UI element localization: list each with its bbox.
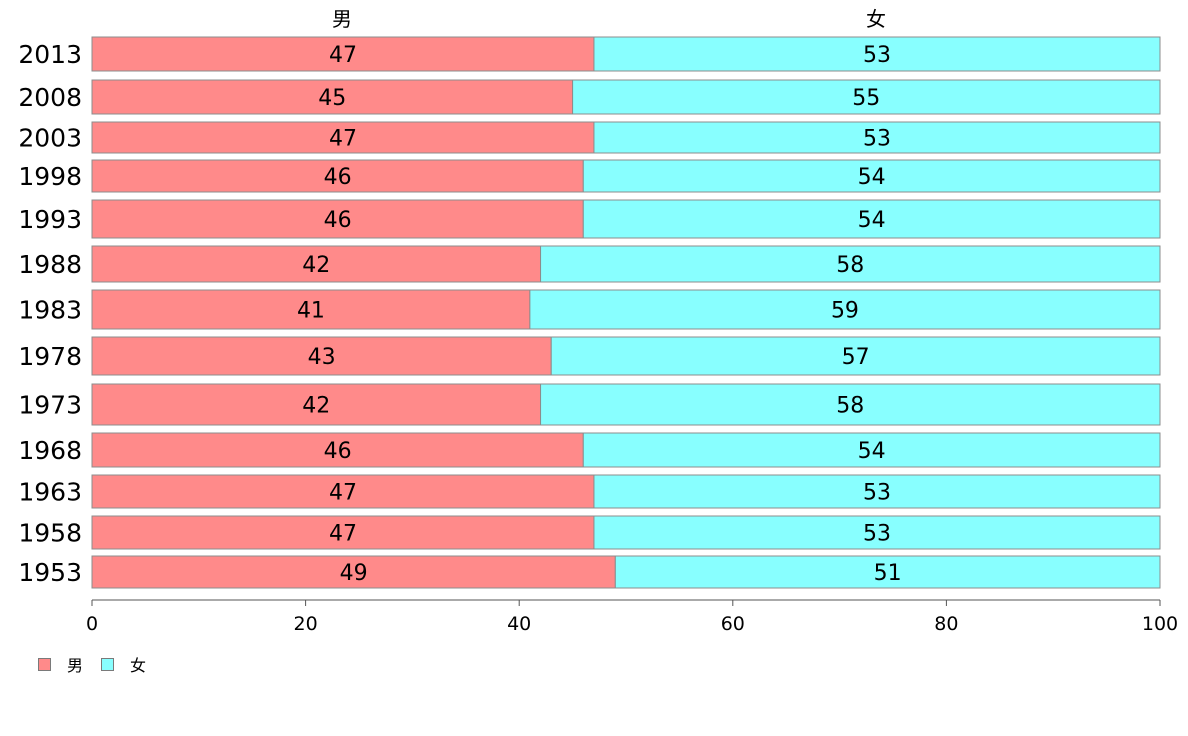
- top-label-female: 女: [866, 7, 886, 31]
- data-label-female-1993: 54: [858, 208, 886, 233]
- bar-male-1953: [91, 555, 616, 589]
- data-label-female-2013: 53: [863, 43, 891, 68]
- bar-male-1983: [91, 289, 531, 330]
- bar-female-1968: [582, 432, 1161, 468]
- bar-male-1973: [91, 383, 542, 426]
- data-label-female-1973: 58: [836, 394, 864, 419]
- category-label-1958: 1958: [18, 519, 82, 548]
- bar-female-2003: [593, 121, 1161, 154]
- legend-item-female: 女: [101, 652, 146, 676]
- category-label-1988: 1988: [18, 250, 82, 279]
- bar-female-2008: [572, 79, 1161, 115]
- data-label-male-1968: 46: [324, 439, 352, 464]
- category-label-2013: 2013: [18, 40, 82, 69]
- x-tick-label-80: 80: [934, 613, 958, 635]
- bar-female-1978: [550, 336, 1161, 376]
- x-tick-label-100: 100: [1142, 613, 1178, 635]
- bar-male-1958: [91, 515, 595, 550]
- bar-male-2008: [91, 79, 574, 115]
- category-label-1993: 1993: [18, 205, 82, 234]
- bar-female-1993: [582, 199, 1161, 239]
- data-label-male-1963: 47: [329, 481, 357, 506]
- data-label-female-2003: 53: [863, 127, 891, 152]
- data-label-male-1998: 46: [324, 165, 352, 190]
- data-label-female-1963: 53: [863, 481, 891, 506]
- data-label-male-1973: 42: [302, 394, 330, 419]
- legend: 男 女: [38, 652, 164, 676]
- x-tick-label-0: 0: [86, 613, 98, 635]
- data-label-female-2008: 55: [852, 86, 880, 111]
- legend-label-male: 男: [67, 656, 84, 675]
- bar-female-1973: [540, 383, 1161, 426]
- bar-male-1998: [91, 159, 584, 193]
- legend-swatch-male: [38, 657, 51, 671]
- x-tick-label-60: 60: [721, 613, 745, 635]
- data-label-female-1998: 54: [858, 165, 886, 190]
- category-label-1973: 1973: [18, 391, 82, 420]
- bar-male-1968: [91, 432, 584, 468]
- bar-female-1963: [593, 474, 1161, 509]
- data-label-female-1953: 51: [874, 561, 902, 586]
- data-label-male-1953: 49: [340, 561, 368, 586]
- legend-label-female: 女: [130, 656, 147, 675]
- bar-female-1983: [529, 289, 1161, 330]
- data-label-female-1978: 57: [842, 345, 870, 370]
- category-label-1978: 1978: [18, 342, 82, 371]
- bar-female-1998: [582, 159, 1161, 193]
- category-label-1963: 1963: [18, 478, 82, 507]
- x-tick-label-20: 20: [294, 613, 318, 635]
- data-label-male-1983: 41: [297, 299, 325, 324]
- legend-swatch-female: [101, 657, 115, 671]
- bar-female-1953: [614, 555, 1161, 589]
- category-label-2008: 2008: [18, 83, 82, 112]
- category-label-2003: 2003: [18, 124, 82, 153]
- bar-male-1963: [91, 474, 595, 509]
- data-label-male-2008: 45: [318, 86, 346, 111]
- category-label-1968: 1968: [18, 436, 82, 465]
- category-label-1953: 1953: [18, 558, 82, 587]
- data-label-male-1993: 46: [324, 208, 352, 233]
- x-tick-label-40: 40: [507, 613, 531, 635]
- legend-item-male: 男: [38, 652, 83, 676]
- bar-female-2013: [593, 36, 1161, 72]
- bar-male-2013: [91, 36, 595, 72]
- data-label-male-2013: 47: [329, 43, 357, 68]
- bar-male-1993: [91, 199, 584, 239]
- data-label-female-1983: 59: [831, 299, 859, 324]
- category-label-1998: 1998: [18, 162, 82, 191]
- data-label-male-1988: 42: [302, 253, 330, 278]
- bar-female-1988: [540, 245, 1161, 283]
- bar-female-1958: [593, 515, 1161, 550]
- data-label-female-1958: 53: [863, 522, 891, 547]
- bar-male-2003: [91, 121, 595, 154]
- data-label-female-1968: 54: [858, 439, 886, 464]
- data-label-male-1978: 43: [308, 345, 336, 370]
- data-label-female-1988: 58: [836, 253, 864, 278]
- data-label-male-2003: 47: [329, 127, 357, 152]
- category-label-1983: 1983: [18, 296, 82, 325]
- data-label-male-1958: 47: [329, 522, 357, 547]
- top-label-male: 男: [332, 7, 352, 31]
